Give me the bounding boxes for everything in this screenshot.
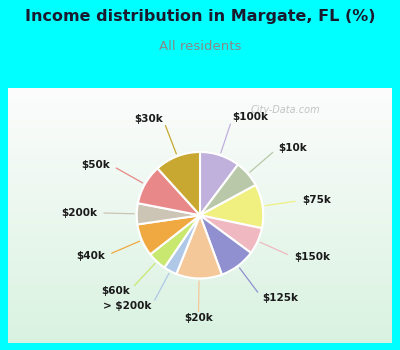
Wedge shape bbox=[200, 164, 256, 215]
Wedge shape bbox=[200, 215, 262, 253]
Wedge shape bbox=[138, 215, 200, 254]
Wedge shape bbox=[200, 152, 238, 215]
Text: City-Data.com: City-Data.com bbox=[250, 105, 320, 116]
Text: $200k: $200k bbox=[61, 208, 97, 218]
Text: $100k: $100k bbox=[233, 112, 269, 122]
Text: > $200k: > $200k bbox=[103, 301, 152, 311]
Text: $30k: $30k bbox=[134, 114, 163, 124]
Wedge shape bbox=[150, 215, 200, 267]
Wedge shape bbox=[137, 203, 200, 224]
Text: All residents: All residents bbox=[159, 40, 241, 53]
Wedge shape bbox=[158, 152, 200, 215]
Text: $10k: $10k bbox=[278, 143, 307, 153]
Text: $40k: $40k bbox=[76, 251, 105, 261]
Text: $150k: $150k bbox=[294, 252, 330, 262]
Text: $125k: $125k bbox=[262, 293, 298, 303]
Text: $50k: $50k bbox=[82, 160, 110, 170]
Text: $75k: $75k bbox=[302, 195, 331, 205]
Wedge shape bbox=[200, 185, 263, 228]
Wedge shape bbox=[176, 215, 222, 279]
Text: Income distribution in Margate, FL (%): Income distribution in Margate, FL (%) bbox=[25, 9, 375, 24]
Text: $20k: $20k bbox=[184, 313, 213, 323]
Text: $60k: $60k bbox=[101, 286, 130, 296]
Wedge shape bbox=[200, 215, 251, 275]
Wedge shape bbox=[138, 168, 200, 215]
Wedge shape bbox=[164, 215, 200, 274]
